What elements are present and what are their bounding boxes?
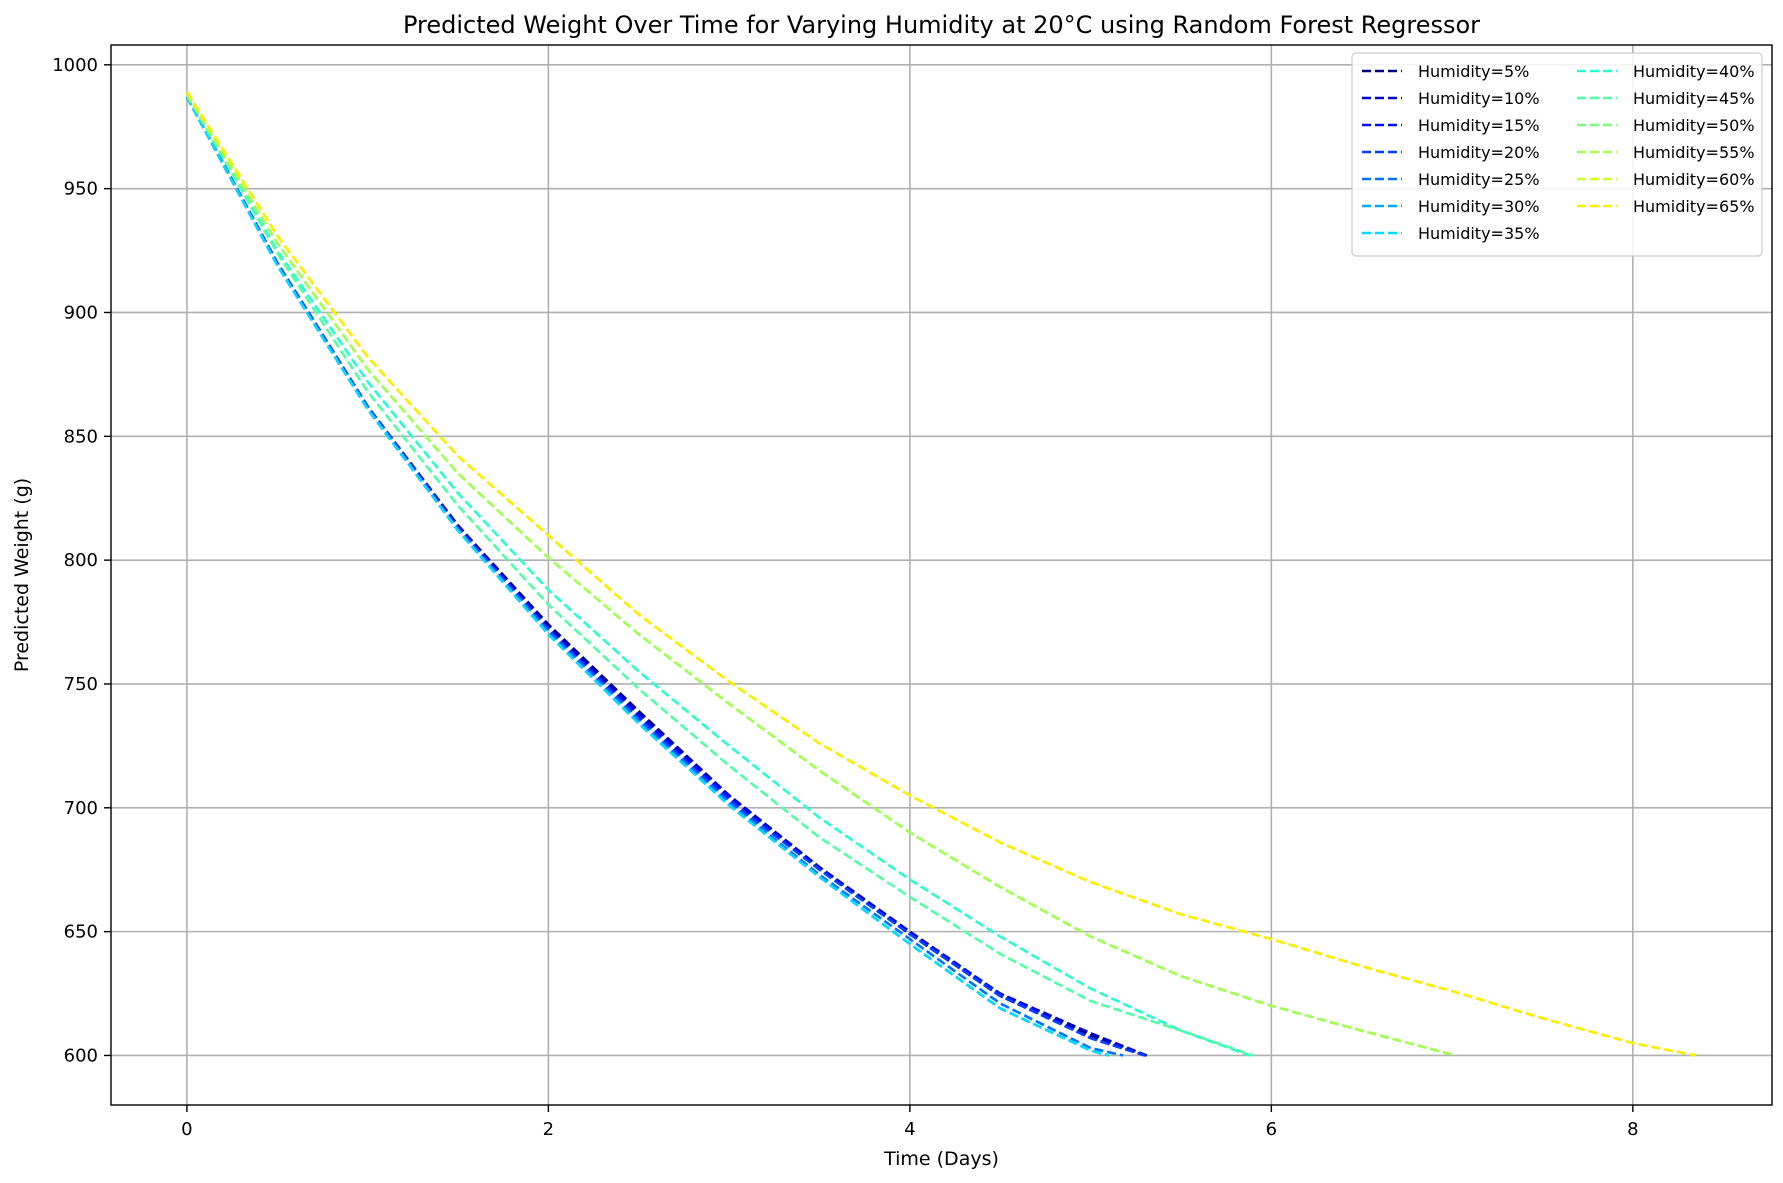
y-tick-label: 650 bbox=[64, 922, 98, 943]
legend-entry-label: Humidity=65% bbox=[1633, 197, 1755, 216]
legend-box bbox=[1351, 52, 1763, 257]
legend-entry-label: Humidity=25% bbox=[1418, 170, 1540, 189]
legend-entry-label: Humidity=10% bbox=[1418, 89, 1540, 108]
series-line-4 bbox=[185, 96, 1146, 1057]
series-line-7 bbox=[185, 96, 1110, 1057]
y-tick-label: 600 bbox=[64, 1045, 98, 1066]
legend-entry-label: Humidity=5% bbox=[1418, 62, 1529, 81]
x-axis-label: Time (Days) bbox=[883, 1148, 999, 1170]
legend-entry-label: Humidity=15% bbox=[1418, 116, 1540, 135]
series-line-13 bbox=[185, 91, 1697, 1057]
legend-entry-label: Humidity=60% bbox=[1633, 170, 1755, 189]
chart-title: Predicted Weight Over Time for Varying H… bbox=[403, 11, 1480, 39]
legend-entry-label: Humidity=35% bbox=[1418, 224, 1540, 243]
series-layer bbox=[185, 91, 1697, 1057]
y-axis-label: Predicted Weight (g) bbox=[11, 478, 33, 672]
x-tick-label: 6 bbox=[1266, 1119, 1277, 1140]
y-tick-label: 900 bbox=[64, 302, 98, 323]
series-line-8 bbox=[185, 93, 1251, 1057]
legend-entry-label: Humidity=20% bbox=[1418, 143, 1540, 162]
y-tick-label: 850 bbox=[64, 426, 98, 447]
plot-frame bbox=[110, 44, 1773, 1106]
legend-entry-label: Humidity=45% bbox=[1633, 89, 1755, 108]
x-tick-label: 4 bbox=[904, 1119, 915, 1140]
y-tick-label: 950 bbox=[64, 179, 98, 200]
series-line-9 bbox=[185, 93, 1254, 1057]
legend-entry-label: Humidity=40% bbox=[1633, 62, 1755, 81]
ticks: 0 2 4 6 8 600 650 700 750 800 850 900 950 1000 bbox=[52, 55, 1638, 1140]
legend: Humidity=5% Humidity=10% Humidity=15% Humid… bbox=[1351, 52, 1763, 257]
x-tick-label: 0 bbox=[181, 1119, 192, 1140]
y-tick-label: 750 bbox=[64, 674, 98, 695]
legend-entry-label: Humidity=50% bbox=[1633, 116, 1755, 135]
y-tick-label: 800 bbox=[64, 550, 98, 571]
x-tick-label: 8 bbox=[1627, 1119, 1638, 1140]
legend-entry-label: Humidity=30% bbox=[1418, 197, 1540, 216]
y-tick-label: 700 bbox=[64, 798, 98, 819]
y-tick-label: 1000 bbox=[52, 55, 98, 76]
grid bbox=[111, 45, 1772, 1105]
legend-entry-label: Humidity=55% bbox=[1633, 143, 1755, 162]
x-tick-label: 2 bbox=[543, 1119, 554, 1140]
